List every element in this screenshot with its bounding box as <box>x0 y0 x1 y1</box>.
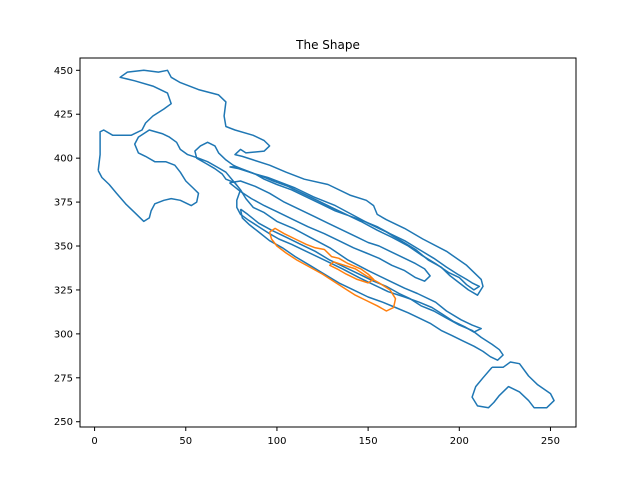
y-axis: 250 275 300 325 350 375 400 425 450 <box>54 66 80 428</box>
x-tick-label: 0 <box>91 436 97 447</box>
y-tick-label: 350 <box>54 242 73 253</box>
y-tick-label: 300 <box>54 329 73 340</box>
y-tick-label: 425 <box>54 110 73 121</box>
x-tick-label: 100 <box>267 436 286 447</box>
series-line-3 <box>239 208 504 361</box>
series-line-4 <box>471 361 555 409</box>
y-tick-label: 400 <box>54 154 73 165</box>
x-tick-label: 50 <box>179 436 192 447</box>
y-tick-label: 450 <box>54 66 73 77</box>
x-tick-label: 150 <box>359 436 378 447</box>
x-tick-label: 250 <box>541 436 560 447</box>
series-line-5 <box>268 227 397 312</box>
y-tick-label: 250 <box>54 417 73 428</box>
y-tick-label: 325 <box>54 285 73 296</box>
series-line-0 <box>97 69 484 333</box>
y-tick-label: 375 <box>54 198 73 209</box>
plot-area-frame <box>79 57 577 428</box>
series-line-1 <box>229 166 481 291</box>
chart-title: The Shape <box>295 38 360 52</box>
x-axis: 0 50 100 150 200 250 <box>91 427 560 447</box>
series-layer <box>97 69 555 409</box>
y-tick-label: 275 <box>54 373 73 384</box>
series-line-2 <box>229 180 431 282</box>
x-tick-label: 200 <box>450 436 469 447</box>
